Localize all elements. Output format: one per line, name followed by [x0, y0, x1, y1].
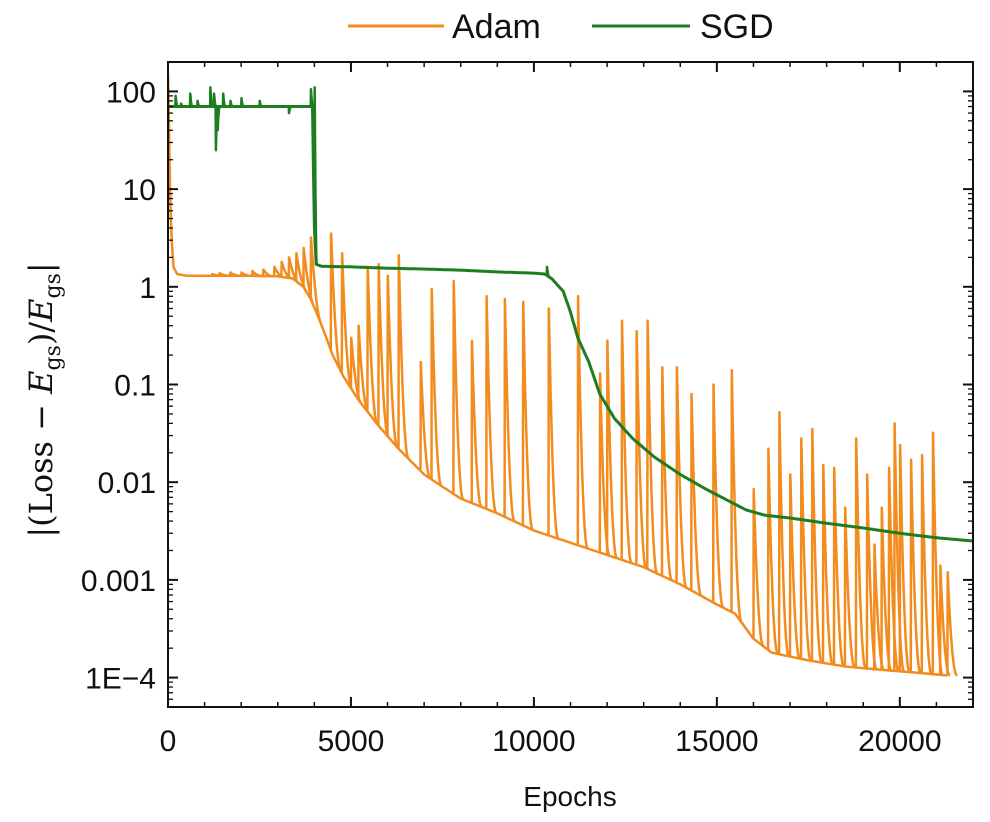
series-spike-adam — [430, 287, 443, 487]
series-spike-sgd — [258, 99, 263, 108]
series-spike-adam — [386, 274, 399, 448]
series-spike-adam — [470, 339, 483, 508]
series-spike-sgd — [179, 102, 185, 108]
series-spike-adam — [788, 473, 801, 660]
x-tick-label: 5000 — [318, 725, 385, 758]
series-spike-adam — [766, 447, 779, 655]
series-spike-adam — [832, 466, 845, 668]
legend-label-sgd: SGD — [700, 8, 774, 46]
series-spike-adam — [810, 427, 823, 664]
series-spike-sgd — [309, 88, 315, 151]
series-spike-adam — [250, 269, 263, 278]
series-spike-adam — [521, 300, 534, 531]
plot-frame — [167, 61, 974, 708]
series-spike-sgd — [313, 86, 319, 265]
series-spike-adam — [261, 268, 274, 278]
series-spike-sgd — [196, 99, 201, 108]
series-line-adam — [168, 74, 948, 677]
x-tick-label: 20000 — [858, 725, 941, 758]
y-tick-label: 0.01 — [98, 467, 156, 500]
series-spike-adam — [752, 487, 765, 647]
series-spike-adam — [635, 330, 648, 569]
plot-series — [168, 74, 973, 677]
y-axis-title: |(Loss − Egs)/Egs| — [22, 262, 66, 537]
series-spike-adam — [730, 368, 743, 623]
series-spike-adam — [711, 383, 725, 609]
x-tick-label: 0 — [160, 725, 177, 758]
series-spike-adam — [329, 232, 342, 372]
series-spike-sgd — [221, 92, 227, 108]
legend: Adam SGD — [348, 8, 774, 46]
series-spike-adam — [675, 366, 688, 589]
y-tick-label: 10 — [123, 174, 156, 207]
series-spike-adam — [898, 443, 911, 673]
series-spike-adam — [576, 295, 589, 550]
series-spike-sgd — [188, 92, 194, 108]
series-spike-adam — [777, 410, 790, 657]
x-tick-label: 15000 — [675, 725, 758, 758]
series-spike-adam — [799, 437, 812, 662]
series-spike-sgd — [212, 92, 218, 108]
series-spike-adam — [854, 437, 867, 670]
series-spike-adam — [302, 246, 315, 306]
series-spike-adam — [228, 271, 241, 277]
series-spike-adam — [920, 453, 933, 675]
series-spike-sgd — [239, 97, 245, 108]
series-spike-adam — [646, 319, 659, 575]
series-spike-adam — [605, 339, 618, 559]
series-spike-sgd — [228, 99, 234, 108]
series-spike-adam — [239, 271, 252, 278]
series-spike-adam — [485, 295, 498, 514]
axis-ticks: 0 5000 10000 15000 20000 1E−4 0.001 0.01 0.1 1 10 1… — [81, 61, 973, 758]
series-spike-sgd — [216, 105, 221, 132]
series-spike-adam — [547, 307, 560, 540]
series-spike-adam — [397, 254, 410, 460]
series-spike-adam — [660, 366, 673, 582]
series-spike-adam — [690, 392, 703, 597]
series-spike-adam — [366, 265, 379, 425]
series-line-sgd — [168, 105, 973, 543]
series-spike-adam — [309, 236, 322, 324]
series-spike-adam — [620, 319, 633, 564]
y-tick-label: 1E−4 — [85, 663, 156, 696]
x-tick-label: 10000 — [492, 725, 575, 758]
series-spike-sgd — [208, 86, 214, 108]
series-spike-adam — [294, 252, 308, 292]
series-spike-adam — [909, 458, 922, 674]
y-tick-label: 100 — [106, 76, 156, 109]
series-spike-sgd — [174, 94, 179, 108]
x-axis-title: Epochs — [523, 781, 616, 812]
series-spike-adam — [217, 271, 230, 277]
series-spike-adam — [452, 279, 465, 501]
series-spike-adam — [503, 297, 516, 522]
series-spike-adam — [821, 463, 834, 666]
series-spike-sgd — [287, 105, 293, 115]
series-spike-adam — [843, 506, 856, 669]
series-spike-sgd — [545, 265, 551, 279]
legend-label-adam: Adam — [452, 8, 541, 46]
series-spike-adam — [946, 570, 958, 677]
series-spike-adam — [419, 360, 432, 480]
y-tick-label: 0.001 — [81, 565, 156, 598]
y-tick-label: 1 — [139, 272, 156, 305]
y-tick-label: 0.1 — [114, 370, 156, 403]
